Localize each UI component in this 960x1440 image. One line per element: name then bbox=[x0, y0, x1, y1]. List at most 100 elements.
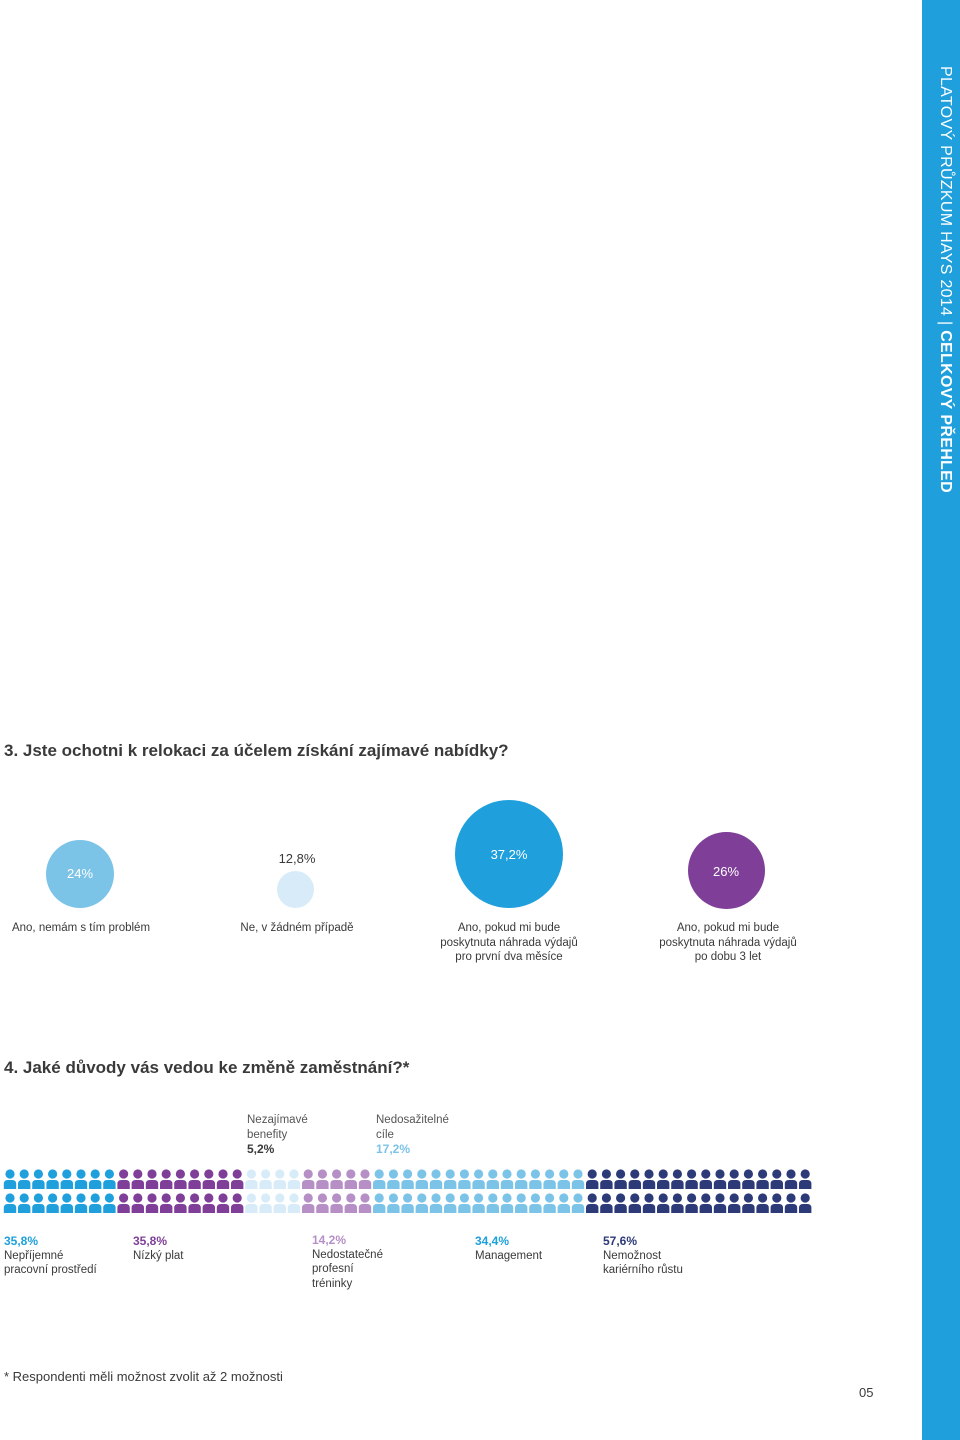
person-head bbox=[601, 1169, 612, 1179]
person-head bbox=[530, 1193, 541, 1203]
q4-reason-2: 35,8% Nízký plat bbox=[133, 1234, 184, 1263]
person-body bbox=[32, 1180, 45, 1189]
person-head bbox=[119, 1169, 129, 1179]
person-head bbox=[161, 1193, 171, 1203]
person-head bbox=[530, 1169, 541, 1179]
q4-top-reason-2-line-2: cíle bbox=[376, 1128, 394, 1141]
person-head bbox=[19, 1169, 29, 1179]
sidebar-title-light: PLATOVÝ PRŮZKUM HAYS 2014 | bbox=[937, 66, 954, 331]
person-body bbox=[188, 1180, 201, 1189]
person-head bbox=[417, 1193, 427, 1203]
footnote: * Respondenti měli možnost zvolit až 2 m… bbox=[4, 1369, 283, 1384]
person-body bbox=[216, 1180, 230, 1189]
person-head bbox=[587, 1169, 597, 1179]
person-body bbox=[742, 1204, 755, 1213]
person-head bbox=[559, 1169, 569, 1179]
person-head bbox=[303, 1193, 313, 1203]
person-head bbox=[261, 1193, 271, 1203]
person-head bbox=[289, 1193, 299, 1203]
person-body bbox=[586, 1180, 599, 1189]
q3-answer-label-1: Ano, nemám s tím problém bbox=[0, 921, 162, 936]
person-body bbox=[458, 1180, 471, 1189]
person-body bbox=[245, 1204, 258, 1213]
q4-top-reason-1: Nezajímavé benefity 5,2% bbox=[247, 1113, 308, 1157]
person-head bbox=[502, 1169, 512, 1179]
person-body bbox=[202, 1204, 215, 1213]
person-body bbox=[472, 1204, 485, 1213]
person-head bbox=[76, 1169, 86, 1179]
person-body bbox=[330, 1204, 343, 1213]
q4-reason-1-line-1: Nepříjemné bbox=[4, 1249, 64, 1262]
person-head bbox=[161, 1169, 171, 1179]
person-head bbox=[317, 1193, 327, 1203]
person-head bbox=[743, 1169, 754, 1179]
person-head bbox=[76, 1193, 86, 1203]
person-head bbox=[374, 1193, 384, 1203]
person-body bbox=[117, 1204, 130, 1213]
person-body bbox=[117, 1180, 130, 1189]
person-body bbox=[287, 1180, 301, 1189]
q3-answer-3-line-1: Ano, pokud mi bude bbox=[457, 922, 561, 934]
person-body bbox=[302, 1204, 315, 1213]
person-head bbox=[488, 1169, 498, 1179]
q3-answer-3-line-3: pro první dva měsíce bbox=[455, 951, 563, 963]
person-body bbox=[600, 1204, 613, 1213]
person-head bbox=[573, 1193, 583, 1203]
person-body bbox=[60, 1204, 73, 1213]
person-head bbox=[218, 1169, 228, 1179]
person-head bbox=[545, 1169, 555, 1179]
bubble-q3-value-1: 24% bbox=[66, 866, 94, 881]
person-body bbox=[316, 1204, 329, 1213]
person-body bbox=[74, 1204, 88, 1213]
person-head bbox=[644, 1169, 654, 1179]
person-head bbox=[19, 1193, 29, 1203]
person-head bbox=[701, 1193, 711, 1203]
person-body bbox=[287, 1204, 301, 1213]
person-head bbox=[246, 1193, 256, 1203]
q4-reason-2-line-1: Nízký plat bbox=[133, 1249, 184, 1262]
person-body bbox=[784, 1180, 798, 1189]
person-head bbox=[232, 1193, 242, 1203]
person-body bbox=[145, 1180, 159, 1189]
person-head bbox=[601, 1193, 612, 1203]
q4-reason-3-line-2: profesní bbox=[312, 1263, 354, 1275]
person-head bbox=[658, 1193, 668, 1203]
person-body bbox=[784, 1204, 798, 1213]
person-head bbox=[133, 1169, 143, 1179]
q4-reason-3-value: 14,2% bbox=[312, 1233, 347, 1247]
person-body bbox=[131, 1180, 144, 1189]
person-body bbox=[557, 1204, 570, 1213]
person-body bbox=[3, 1204, 17, 1213]
bubble-q3-answer-3 bbox=[455, 800, 563, 908]
person-body bbox=[415, 1204, 428, 1213]
person-body bbox=[799, 1180, 812, 1189]
person-head bbox=[559, 1193, 569, 1203]
person-head bbox=[459, 1193, 469, 1203]
person-body bbox=[614, 1180, 627, 1189]
q4-reason-1: 35,8% Nepříjemné pracovní prostředí bbox=[4, 1234, 97, 1278]
person-body bbox=[429, 1180, 443, 1189]
person-body bbox=[444, 1204, 457, 1213]
person-head bbox=[5, 1169, 15, 1179]
person-body bbox=[89, 1204, 102, 1213]
person-body bbox=[401, 1204, 414, 1213]
person-head bbox=[488, 1193, 498, 1203]
person-head bbox=[687, 1169, 697, 1179]
person-head bbox=[261, 1169, 271, 1179]
person-head bbox=[800, 1169, 810, 1179]
person-head bbox=[431, 1193, 441, 1203]
person-body bbox=[259, 1180, 272, 1189]
person-body bbox=[699, 1204, 712, 1213]
person-head bbox=[175, 1169, 185, 1179]
person-body bbox=[174, 1204, 187, 1213]
person-head bbox=[630, 1169, 640, 1179]
people-pictogram bbox=[3, 1169, 812, 1213]
person-body bbox=[60, 1180, 73, 1189]
person-head bbox=[658, 1169, 668, 1179]
bubble-q3-value-2: 12,8% bbox=[278, 851, 316, 866]
person-body bbox=[642, 1204, 656, 1213]
person-body bbox=[202, 1180, 215, 1189]
person-head bbox=[431, 1169, 441, 1179]
person-body bbox=[756, 1204, 769, 1213]
person-body bbox=[401, 1180, 414, 1189]
